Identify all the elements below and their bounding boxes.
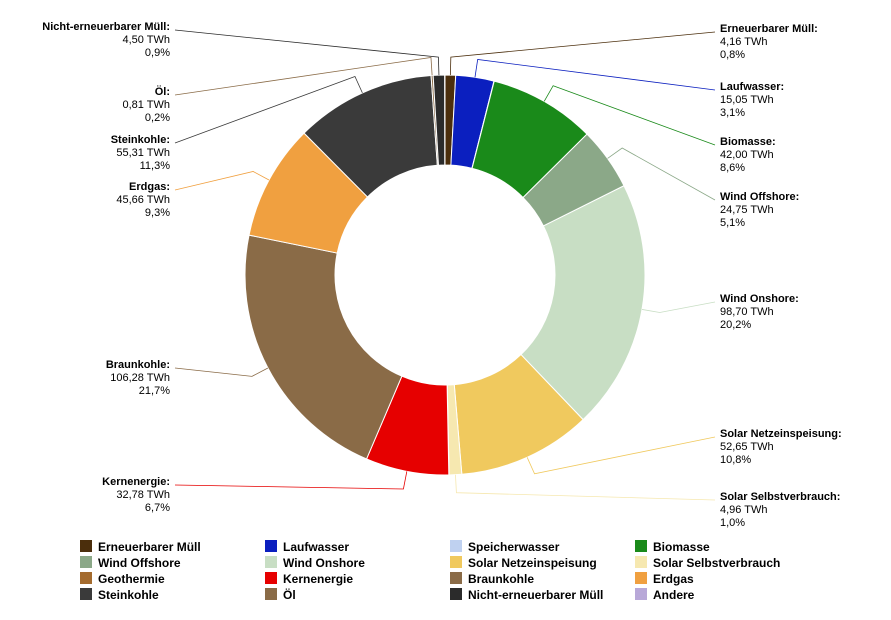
legend-label: Wind Offshore [98,556,181,570]
legend-label: Solar Selbstverbrauch [653,556,780,570]
legend-label: Speicherwasser [468,540,560,554]
legend-swatch [635,556,647,568]
legend-label: Öl [283,587,296,602]
leader-line [642,302,715,313]
legend-swatch [635,540,647,552]
legend-swatch [80,588,92,600]
slice-label: Biomasse:42,00 TWh8,6% [720,136,776,174]
legend-swatch [265,556,277,568]
leader-line [175,171,269,190]
slice-label: Kernenergie:32,78 TWh6,7% [102,476,170,514]
slice-label: Nicht-erneuerbarer Müll:4,50 TWh0,9% [42,21,170,59]
leader-line [175,368,268,376]
legend-swatch [80,556,92,568]
legend-label: Steinkohle [98,588,159,602]
legend-swatch [450,540,462,552]
leader-line [450,32,715,75]
legend-swatch [635,572,647,584]
legend-label: Laufwasser [283,540,349,554]
legend-label: Wind Onshore [283,556,365,570]
leader-line [175,471,407,489]
legend-swatch [265,540,277,552]
slice-label: Braunkohle:106,28 TWh21,7% [106,359,170,397]
legend-label: Erdgas [653,572,694,586]
leader-line [475,59,715,90]
slice-label: Solar Selbstverbrauch:4,96 TWh1,0% [720,491,840,529]
leader-line [527,437,715,474]
legend-swatch [265,588,277,600]
leader-line [455,475,715,500]
slice-label: Wind Offshore:24,75 TWh5,1% [720,191,799,229]
legend-label: Braunkohle [468,572,534,586]
legend-label: Biomasse [653,540,710,554]
slice-label: Erdgas:45,66 TWh9,3% [116,181,170,219]
legend-label: Geothermie [98,572,165,586]
slice-label: Laufwasser:15,05 TWh3,1% [720,81,784,119]
legend-swatch [80,572,92,584]
legend-swatch [635,588,647,600]
legend-swatch [265,572,277,584]
slice-label: Öl:0,81 TWh0,2% [123,85,171,124]
slice-label: Steinkohle:55,31 TWh11,3% [111,134,171,172]
slice-label: Wind Onshore:98,70 TWh20,2% [720,293,799,331]
slice-label: Solar Netzeinspeisung:52,65 TWh10,8% [720,428,842,466]
legend-label: Nicht-erneuerbarer Müll [468,588,603,602]
legend-swatch [80,540,92,552]
slice-braunkohle [245,235,402,459]
legend-swatch [450,556,462,568]
energy-mix-donut-chart: Erneuerbarer Müll:4,16 TWh0,8% Laufwasser… [0,0,891,620]
legend-label: Kernenergie [283,572,353,586]
slice-label: Erneuerbarer Müll:4,16 TWh0,8% [720,23,818,61]
leader-line [175,30,439,75]
legend-swatch [450,588,462,600]
legend-label: Andere [653,588,695,602]
legend-swatch [450,572,462,584]
legend-label: Erneuerbarer Müll [98,540,201,554]
legend-label: Solar Netzeinspeisung [468,556,597,570]
